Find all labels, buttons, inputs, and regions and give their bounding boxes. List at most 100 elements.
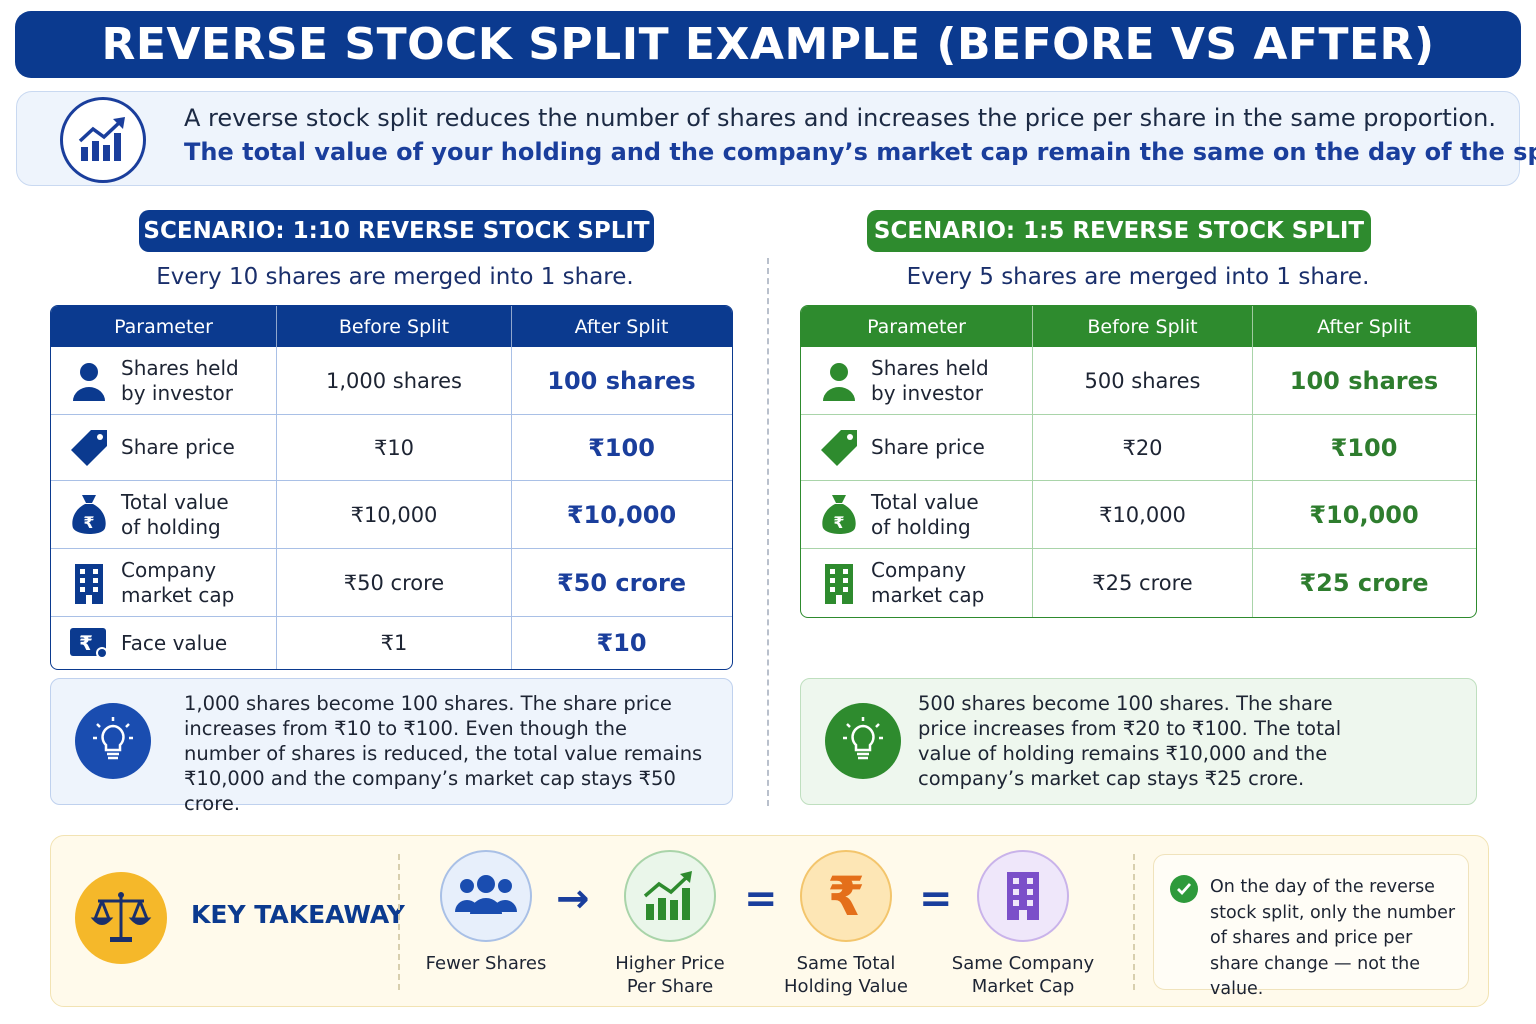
before-split-cell: ₹25 crore (1033, 549, 1253, 617)
parameter-label: Total value of holding (871, 489, 979, 539)
before-split-cell: 1,000 shares (277, 347, 512, 414)
parameter-label: Company market cap (121, 557, 235, 607)
scenario-b-subtitle: Every 5 shares are merged into 1 share. (906, 264, 1370, 290)
before-split-cell: ₹20 (1033, 415, 1253, 480)
table-row: Company market cap ₹50 crore ₹50 crore (51, 549, 732, 617)
intro-text-line-2: The total value of your holding and the … (184, 138, 1536, 166)
price-tag-icon (815, 428, 863, 468)
after-split-cell: ₹10 (596, 629, 647, 657)
chart-up-icon (60, 97, 146, 183)
lightbulb-icon (75, 703, 151, 779)
key-takeaway-panel: KEY TAKEAWAY Fewer Shares → Hi (50, 835, 1489, 1007)
certificate-icon: ₹ (65, 626, 113, 660)
takeaway-summary-text: On the day of the reverse stock split, o… (1210, 877, 1456, 999)
intro-panel: A reverse stock split reduces the number… (16, 91, 1536, 186)
parameter-cell: ₹ Total value of holding (801, 481, 1033, 548)
parameter-cell: ₹ Total value of holding (51, 481, 277, 548)
table-row: Shares held by investor 1,000 shares 100 s… (51, 347, 732, 415)
parameter-cell: Shares held by investor (51, 347, 277, 414)
key-takeaway-title: KEY TAKEAWAY (191, 900, 405, 929)
after-split-cell: ₹100 (1330, 433, 1398, 462)
after-split-cell: ₹50 crore (556, 568, 687, 597)
takeaway-summary-box: On the day of the reverse stock split, o… (1153, 854, 1469, 999)
after-split-cell: ₹25 crore (1299, 569, 1429, 597)
parameter-cell: Company market cap (801, 549, 1033, 617)
group-icon (440, 850, 532, 942)
before-split-cell: ₹1 (277, 617, 512, 669)
column-header: After Split (574, 315, 669, 338)
takeaway-same-holding: ₹ Same Total Holding Value (766, 850, 926, 998)
takeaway-label: Higher Price Per Share (615, 953, 725, 997)
scales-icon (75, 872, 167, 964)
takeaway-label: Fewer Shares (425, 953, 547, 974)
column-divider (767, 258, 769, 806)
equals-icon: = (919, 876, 953, 922)
column-header: Parameter (801, 306, 1033, 347)
table-row: ₹ Face value ₹1 ₹10 (51, 617, 732, 669)
after-split-cell: ₹100 (588, 433, 655, 462)
before-split-cell: 500 shares (1033, 347, 1253, 414)
column-header: Before Split (1033, 306, 1253, 347)
growth-chart-icon (624, 850, 716, 942)
arrow-right-icon: → (556, 876, 590, 922)
table-row: Share price ₹10 ₹100 (51, 415, 732, 481)
scenario-a-table: Parameter Before Split After Split Shares h… (50, 305, 733, 670)
person-icon (65, 361, 113, 401)
svg-text:₹: ₹ (833, 513, 844, 532)
parameter-label: Share price (121, 435, 235, 459)
svg-text:₹: ₹ (83, 513, 94, 532)
after-split-cell: 100 shares (547, 366, 696, 395)
parameter-label: Face value (121, 630, 228, 655)
page-title: REVERSE STOCK SPLIT EXAMPLE (BEFORE VS A… (15, 11, 1521, 78)
money-bag-icon: ₹ (815, 493, 863, 537)
building-icon (65, 562, 113, 604)
intro-text-line-1: A reverse stock split reduces the number… (184, 104, 1496, 132)
parameter-cell: Shares held by investor (801, 347, 1033, 414)
table-row: Shares held by investor 500 shares 100 sha… (801, 347, 1476, 415)
scenario-a-note-text: 1,000 shares become 100 shares. The shar… (184, 692, 703, 815)
parameter-label: Share price (871, 435, 985, 459)
parameter-cell: ₹ Face value (51, 617, 277, 669)
parameter-label: Company market cap (871, 558, 985, 607)
column-header: Before Split (277, 306, 512, 347)
svg-text:₹: ₹ (79, 631, 93, 655)
after-split-cell: ₹10,000 (1309, 500, 1419, 529)
parameter-label: Shares held by investor (871, 355, 989, 405)
parameter-cell: Share price (801, 415, 1033, 480)
before-split-cell: ₹10 (277, 415, 512, 480)
checkmark-icon (1170, 875, 1198, 903)
after-split-cell: ₹10,000 (566, 500, 677, 529)
takeaway-higher-price: Higher Price Per Share (590, 850, 750, 998)
lightbulb-icon (825, 703, 901, 779)
takeaway-divider (398, 854, 400, 990)
takeaway-fewer-shares: Fewer Shares (406, 850, 566, 975)
column-header: After Split (1317, 315, 1411, 338)
parameter-label: Total value of holding (121, 489, 229, 539)
rupee-icon: ₹ (800, 850, 892, 942)
before-split-cell: ₹10,000 (277, 481, 512, 548)
table-row: Share price ₹20 ₹100 (801, 415, 1476, 481)
column-header: Parameter (51, 306, 277, 347)
scenario-a-subtitle: Every 10 shares are merged into 1 share. (156, 264, 634, 290)
parameter-cell: Share price (51, 415, 277, 480)
parameter-label: Shares held by investor (121, 355, 239, 405)
person-icon (815, 361, 863, 401)
takeaway-label: Same Total Holding Value (784, 953, 908, 997)
scenario-a-title: SCENARIO: 1:10 REVERSE STOCK SPLIT (139, 210, 654, 252)
scenario-a-note: 1,000 shares become 100 shares. The shar… (50, 678, 733, 815)
scenario-b-note: 500 shares become 100 shares. The share … (800, 678, 1477, 805)
scenario-b-title: SCENARIO: 1:5 REVERSE STOCK SPLIT (867, 210, 1371, 252)
scenario-b-note-text: 500 shares become 100 shares. The share … (918, 692, 1342, 790)
price-tag-icon (65, 428, 113, 468)
equals-icon: = (744, 876, 778, 922)
building-icon (815, 562, 863, 604)
takeaway-divider (1133, 854, 1135, 990)
building-icon (977, 850, 1069, 942)
before-split-cell: ₹10,000 (1033, 481, 1253, 548)
scenario-b-table: Parameter Before Split After Split Shares h… (800, 305, 1477, 618)
after-split-cell: 100 shares (1289, 366, 1439, 395)
before-split-cell: ₹50 crore (277, 549, 512, 616)
table-row: Company market cap ₹25 crore ₹25 crore (801, 549, 1476, 617)
money-bag-icon: ₹ (65, 493, 113, 537)
takeaway-label: Same Company Market Cap (951, 953, 1095, 997)
